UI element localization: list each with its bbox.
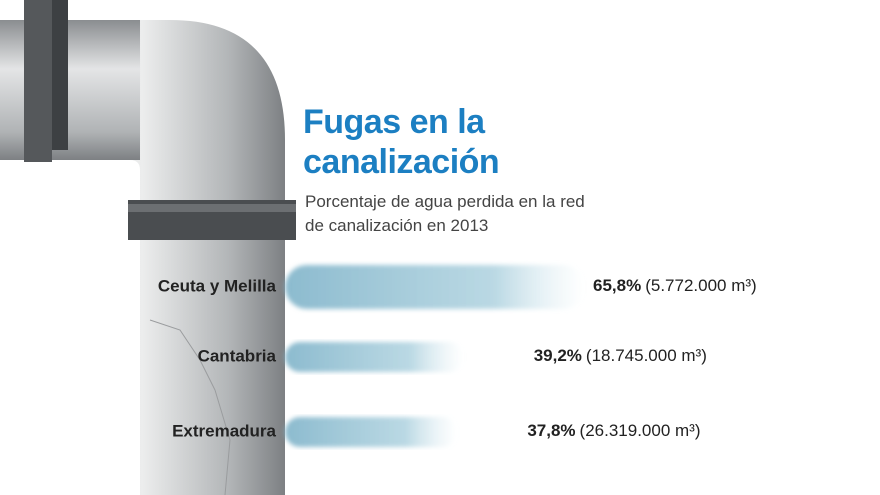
category-label: Ceuta y Melilla [158,276,277,295]
chart-subtitle: Porcentaje de agua perdida en la red de … [305,192,585,235]
bar [285,417,458,447]
bar [285,342,464,372]
category-label: Extremadura [172,421,276,440]
value-volume: (18.745.000 m³) [586,346,707,365]
value-label: 39,2% (18.745.000 m³) [534,346,707,365]
bar [285,265,585,309]
pipe [0,0,296,495]
value-volume: (5.772.000 m³) [645,276,757,295]
value-label: 37,8% (26.319.000 m³) [527,421,700,440]
value-volume: (26.319.000 m³) [580,421,701,440]
value-label: 65,8% (5.772.000 m³) [593,276,757,295]
chart-title: Fugas en la canalización [303,103,500,181]
category-label: Cantabria [198,346,277,365]
value-percent: 37,8% [527,421,575,440]
value-percent: 39,2% [534,346,582,365]
value-percent: 65,8% [593,276,641,295]
